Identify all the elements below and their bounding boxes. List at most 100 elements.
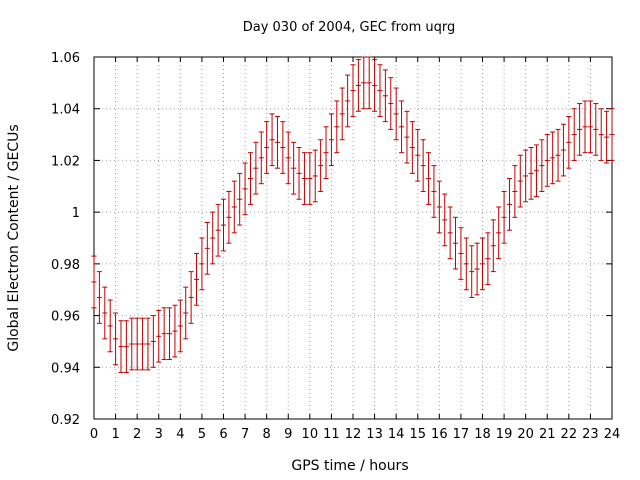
y-tick-label: 1.06 [51,51,80,66]
error-bar [215,203,221,257]
error-bar [587,100,593,154]
error-bar [312,149,318,203]
error-bar [194,253,200,306]
error-bar [485,232,491,286]
x-tick-label: 1 [111,427,119,442]
error-bar [296,147,302,200]
error-bar [506,178,512,231]
x-tick-label: 20 [517,427,534,442]
error-bar [264,121,270,174]
x-tick-label: 14 [388,427,405,442]
error-bar [469,245,475,298]
error-bar [177,299,183,353]
error-bar [393,87,399,141]
error-bar [221,198,226,252]
error-bar [334,100,340,154]
x-axis-label: GPS time / hours [291,458,408,474]
error-bar [426,152,432,205]
frame-ticks [93,56,613,420]
error-bar [237,172,243,226]
error-bar [415,128,421,182]
error-bar [280,121,286,174]
y-tick-label: 1.04 [51,103,80,118]
error-bar [91,255,97,309]
error-bar [501,190,507,244]
error-bar [285,131,291,185]
error-bar [539,139,545,192]
x-tick-label: 8 [263,427,271,442]
error-bar [301,152,307,205]
error-bar [431,165,437,218]
error-bar [345,74,351,128]
error-bar [123,320,129,373]
x-tick-label: 5 [198,427,206,442]
error-bar [231,180,237,234]
error-bar [150,315,156,368]
x-tick-label: 22 [561,427,578,442]
error-bar [577,103,583,156]
error-bar [436,180,442,234]
y-tick-labels: 0.92 0.94 0.96 0.98 1 1.02 1.04 1.06 [51,51,80,428]
error-bar [258,131,264,185]
x-tick-label: 0 [90,427,98,442]
error-bar [96,271,102,324]
error-bar [533,144,539,198]
x-tick-label: 16 [431,427,448,442]
x-tick-label: 15 [409,427,426,442]
x-tick-label: 9 [284,427,292,442]
x-tick-label: 24 [604,427,621,442]
error-bar [328,113,334,167]
error-bar [161,307,167,361]
error-bar [609,108,615,161]
error-bar [382,69,388,123]
error-bar [593,103,599,156]
error-bar [571,108,577,161]
error-bar [350,64,356,117]
x-tick-label: 11 [323,427,340,442]
error-bar [372,59,378,112]
error-bar [204,221,210,275]
error-bar [307,152,313,205]
error-bar [555,128,561,182]
x-tick-labels: 0 1 2 3 4 5 6 7 8 9 10 11 12 13 14 15 16 17 18 19 20 21 22 23 24 [90,427,620,442]
error-bar [544,134,550,187]
y-tick-label: 1.02 [51,154,80,169]
x-tick-label: 21 [539,427,556,442]
x-tick-label: 17 [453,427,470,442]
error-bar [512,165,518,218]
error-bar [550,131,556,185]
error-bar [226,190,232,244]
error-bar [560,123,566,177]
x-tick-label: 18 [474,427,491,442]
error-bar [318,139,324,192]
error-bar [523,149,529,203]
error-bar [269,113,275,167]
error-bar [582,100,588,154]
error-bar [134,317,140,371]
error-bar [517,154,523,208]
error-bar [399,100,405,154]
error-bar [107,299,113,353]
y-tick-label: 0.98 [51,258,80,273]
error-bar [480,237,485,291]
error-bar [463,237,469,291]
error-bar [447,206,453,260]
x-tick-label: 12 [345,427,362,442]
error-bar [118,320,124,373]
error-bar [145,317,151,371]
error-bar [129,317,135,371]
error-bar [167,307,173,361]
y-tick-label: 0.94 [51,361,80,376]
error-bars [91,56,615,373]
error-bar [604,110,610,164]
error-bar [442,193,448,247]
error-bar [566,115,572,169]
error-bar [458,227,464,280]
error-bar [183,286,189,340]
x-tick-label: 23 [582,427,599,442]
error-bar [366,56,372,110]
error-bar [156,309,162,363]
error-bar [199,237,205,291]
error-bar [323,126,329,180]
y-tick-label: 1 [72,206,80,221]
